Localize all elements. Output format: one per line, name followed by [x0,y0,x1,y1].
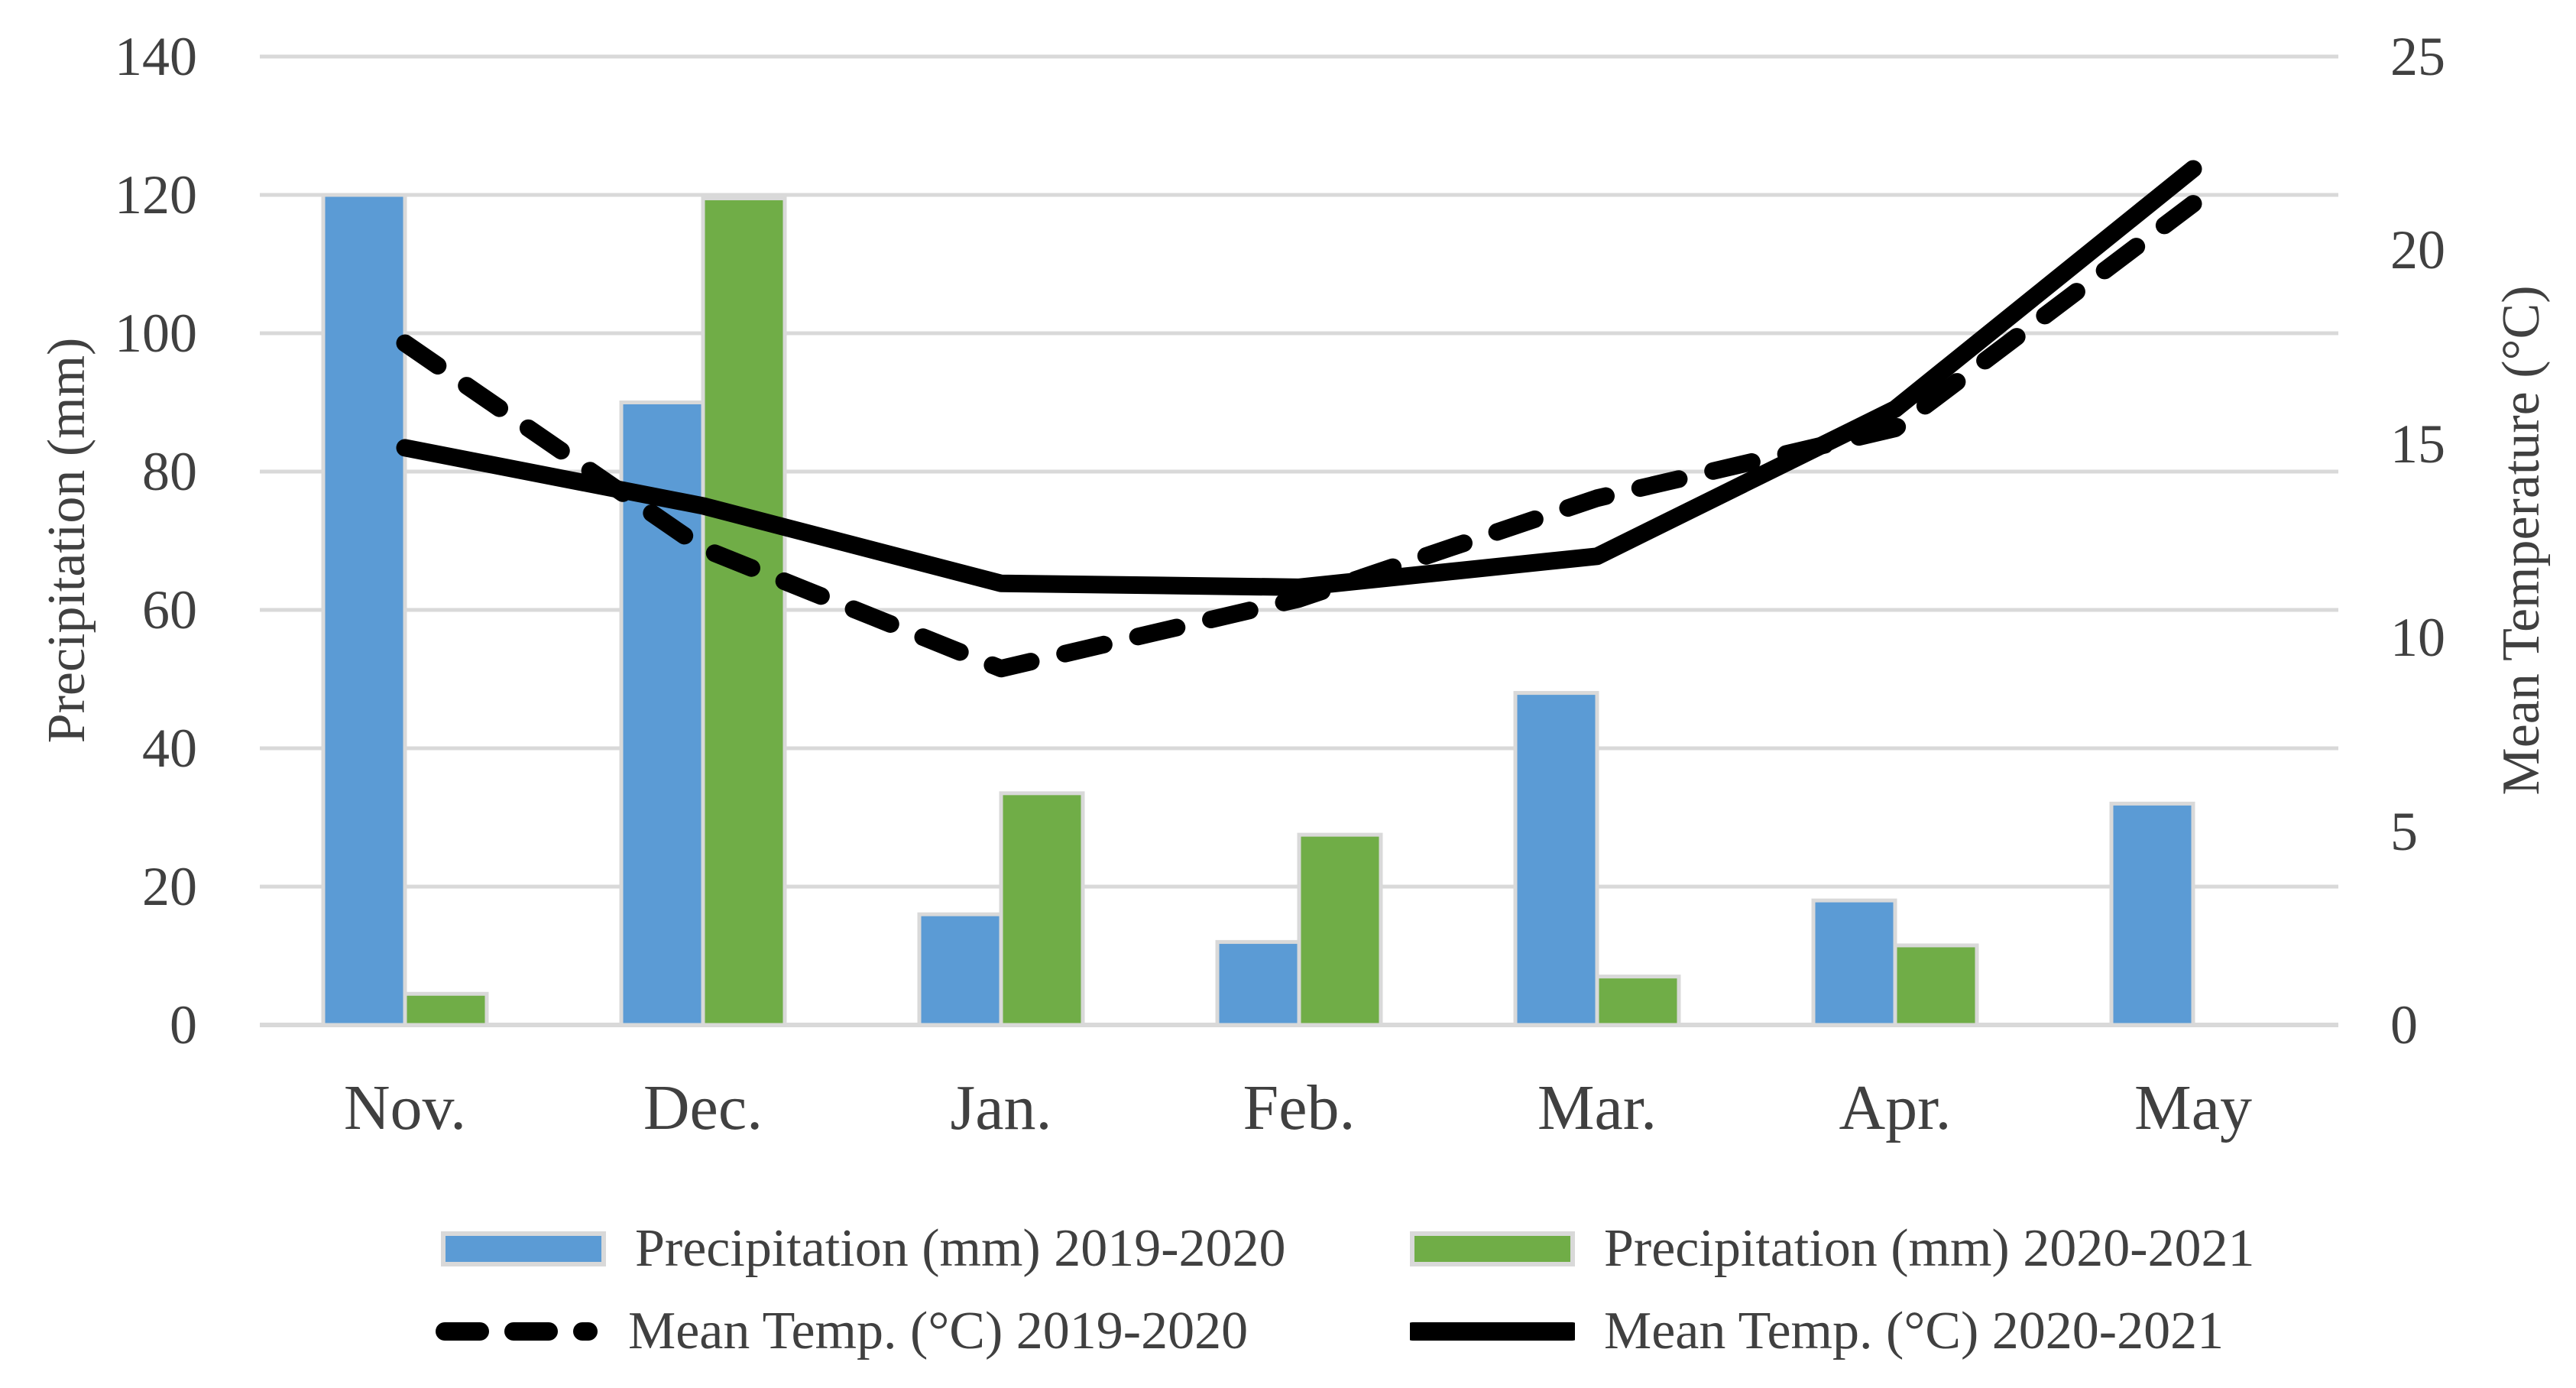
bar-2020-2021-Apr [1893,943,1979,1027]
right-axis-title: Mean Temperature (°C) [2492,285,2551,796]
legend-label-temp-2020: Mean Temp. (°C) 2020-2021 [1604,1302,2224,1360]
bar-2019-2020-Nov [321,193,407,1027]
category-label-Nov: Nov. [343,1072,467,1143]
left-tick-20: 20 [142,856,197,917]
bar-2020-2021-Mar [1595,975,1681,1027]
right-tick-10: 10 [2390,607,2445,669]
legend-dashed-line-swatch [436,1322,598,1341]
legend-swatch-precip-2020 [1410,1231,1575,1266]
legend-solid-line-swatch [1410,1322,1575,1341]
legend-item-precip-2020: Precipitation (mm) 2020-2021 [1410,1212,2255,1286]
temp-line-2019-2020 [396,195,2202,678]
legend-label-precip-2019: Precipitation (mm) 2019-2020 [635,1219,1286,1278]
left-tick-40: 40 [142,718,197,779]
category-label-May: May [2134,1072,2252,1143]
bar-2019-2020-Jan [917,912,1003,1027]
left-axis-title: Precipitation (mm) [37,337,96,744]
category-label-Jan: Jan. [950,1072,1052,1143]
left-tick-60: 60 [142,579,197,640]
legend-item-temp-2019: Mean Temp. (°C) 2019-2020 [434,1295,1248,1368]
bar-2019-2020-Feb [1215,939,1301,1027]
bar-2020-2021-Jan [999,791,1085,1027]
legend-item-temp-2020: Mean Temp. (°C) 2020-2021 [1410,1295,2224,1368]
right-tick-15: 15 [2390,413,2445,475]
legend-item-precip-2019: Precipitation (mm) 2019-2020 [441,1212,1286,1286]
left-tick-100: 100 [115,303,197,364]
right-tick-5: 5 [2390,800,2418,862]
bar-2020-2021-Dec [701,196,787,1027]
category-label-Feb: Feb. [1243,1072,1356,1143]
legend-label-precip-2020: Precipitation (mm) 2020-2021 [1604,1219,2255,1278]
right-tick-0: 0 [2390,994,2418,1056]
bar-2020-2021-Nov [403,991,489,1027]
bar-2019-2020-Apr [1811,898,1897,1027]
category-label-Mar: Mar. [1537,1072,1657,1143]
left-tick-80: 80 [142,441,197,502]
left-tick-0: 0 [170,994,197,1056]
left-tick-140: 140 [115,26,197,87]
bar-2019-2020-May [2109,801,2195,1027]
bar-2019-2020-Mar [1513,691,1599,1027]
legend-label-temp-2019: Mean Temp. (°C) 2019-2020 [628,1302,1249,1360]
temp-line-2020-2021 [396,160,2202,596]
legend-swatch-precip-2019 [441,1231,606,1266]
right-tick-20: 20 [2390,219,2445,281]
category-label-Apr: Apr. [1839,1072,1952,1143]
right-tick-25: 25 [2390,26,2445,87]
left-tick-120: 120 [115,164,197,225]
bar-2020-2021-Feb [1297,832,1383,1027]
category-label-Dec: Dec. [643,1072,763,1143]
